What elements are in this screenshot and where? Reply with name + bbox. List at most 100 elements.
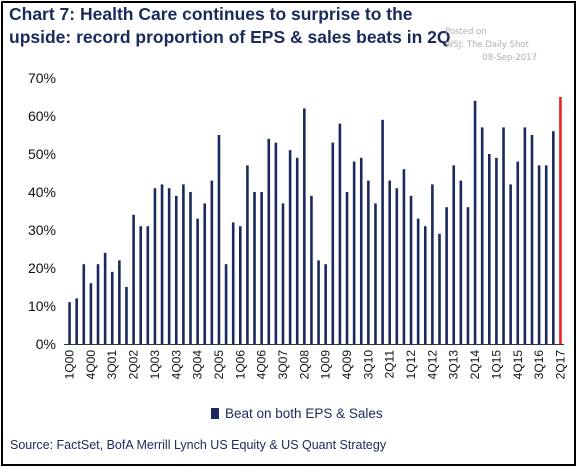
bar-4Q01 <box>118 260 121 344</box>
x-tick-label: 2Q11 <box>383 350 397 379</box>
bar-3Q04 <box>196 218 199 344</box>
bar-3Q07 <box>281 203 285 344</box>
bar-4Q11 <box>402 169 406 344</box>
bar-1Q08 <box>295 157 299 344</box>
y-tick-label: 40% <box>28 184 56 200</box>
bar-3Q03 <box>167 188 171 344</box>
x-tick-label: 3Q01 <box>105 350 119 380</box>
y-tick-label: 60% <box>28 108 56 124</box>
x-tick-label: 4Q06 <box>255 350 269 380</box>
x-tick-label: 2Q08 <box>297 350 311 380</box>
bar-4Q12 <box>431 184 434 344</box>
x-tick-label: 4Q00 <box>84 350 98 380</box>
x-tick-label: 3Q04 <box>191 350 205 380</box>
bar-1Q09 <box>324 264 327 344</box>
bar-4Q03 <box>174 195 178 344</box>
x-tick-label: 1Q09 <box>319 350 333 380</box>
bar-2Q01 <box>103 252 107 344</box>
bar-4Q07 <box>288 150 292 344</box>
chart-title: Chart 7: Health Care continues to surpri… <box>9 4 451 47</box>
x-tick-label: 1Q03 <box>148 350 162 380</box>
bar-3Q01 <box>110 271 114 344</box>
bar-3Q11 <box>395 188 399 344</box>
watermark-line-3: 08-Sep-2017 <box>482 53 537 63</box>
bar-1Q16 <box>523 127 527 345</box>
bar-2Q04 <box>189 192 192 344</box>
bar-2Q15 <box>502 127 505 345</box>
source-note: Source: FactSet, BofA Merrill Lynch US E… <box>10 438 387 452</box>
bar-3Q13 <box>452 165 456 344</box>
bar-2Q13 <box>445 207 448 344</box>
bar-1Q00 <box>68 302 71 344</box>
legend-swatch <box>211 408 219 419</box>
bar-1Q10 <box>352 161 356 344</box>
y-tick-label: 10% <box>28 298 56 314</box>
bar-2Q03 <box>160 184 164 344</box>
bar-3Q05 <box>224 264 228 344</box>
bar-3Q12 <box>423 226 427 344</box>
bar-2Q07 <box>274 142 278 344</box>
bar-2Q16 <box>530 135 534 344</box>
x-tick-label: 3Q13 <box>447 350 461 380</box>
bar-2Q12 <box>416 218 420 344</box>
bar-4Q06 <box>260 192 263 344</box>
bar-2Q14 <box>473 100 477 344</box>
bar-2Q10 <box>359 157 363 344</box>
bar-1Q07 <box>267 138 271 344</box>
bar-1Q13 <box>438 233 441 344</box>
bar-4Q09 <box>345 192 349 344</box>
bar-4Q16 <box>544 165 548 344</box>
bar-4Q13 <box>459 180 463 344</box>
bar-3Q02 <box>139 226 142 344</box>
bar-3Q09 <box>338 123 342 344</box>
bar-1Q06 <box>239 226 242 344</box>
bar-4Q14 <box>488 154 491 344</box>
bar-3Q00 <box>82 264 86 344</box>
bar-4Q02 <box>146 226 150 344</box>
x-tick-label: 4Q15 <box>511 350 525 380</box>
bar-1Q02 <box>125 287 128 344</box>
watermark-line-2: WSJ: The Daily Shot <box>445 40 529 50</box>
bar-2Q09 <box>331 142 335 344</box>
bar-1Q05 <box>210 180 214 344</box>
bar-4Q00 <box>89 283 93 344</box>
x-tick-label: 1Q15 <box>489 350 503 380</box>
bar-2Q06 <box>246 165 249 344</box>
bar-3Q08 <box>310 195 313 344</box>
x-tick-label: 4Q09 <box>340 350 354 380</box>
bar-4Q10 <box>374 203 377 344</box>
y-tick-label: 30% <box>28 222 56 238</box>
bar-3Q10 <box>367 180 370 344</box>
bar-1Q15 <box>495 157 498 344</box>
bar-1Q03 <box>153 188 157 344</box>
x-tick-label: 1Q12 <box>404 350 418 380</box>
bar-3Q06 <box>253 192 256 344</box>
bar-3Q14 <box>480 127 484 345</box>
x-tick-label: 1Q06 <box>233 350 247 380</box>
y-tick-label: 0% <box>36 336 56 352</box>
y-tick-label: 70% <box>28 70 56 86</box>
bar-2Q11 <box>388 180 391 344</box>
x-tick-label: 3Q16 <box>532 350 546 380</box>
x-tick-label: 2Q14 <box>468 350 482 380</box>
y-tick-label: 50% <box>28 146 56 162</box>
bar-4Q04 <box>203 203 207 344</box>
x-tick-label: 1Q00 <box>63 350 77 380</box>
bar-1Q11 <box>381 119 384 344</box>
x-tick-label: 2Q05 <box>212 350 226 380</box>
x-tick-label: 3Q10 <box>361 350 375 380</box>
bar-4Q05 <box>231 222 235 344</box>
bar-3Q16 <box>537 165 541 344</box>
watermark-line-1: Posted on <box>445 27 487 37</box>
bar-1Q14 <box>466 207 470 344</box>
bar-2Q02 <box>132 214 135 344</box>
bar-2Q05 <box>217 135 221 344</box>
bar-1Q17 <box>552 131 555 344</box>
x-tick-label: 3Q07 <box>276 350 290 380</box>
bar-1Q01 <box>96 264 100 344</box>
y-tick-label: 20% <box>28 260 56 276</box>
x-tick-label: 2Q02 <box>127 350 141 380</box>
bar-3Q15 <box>509 184 512 344</box>
